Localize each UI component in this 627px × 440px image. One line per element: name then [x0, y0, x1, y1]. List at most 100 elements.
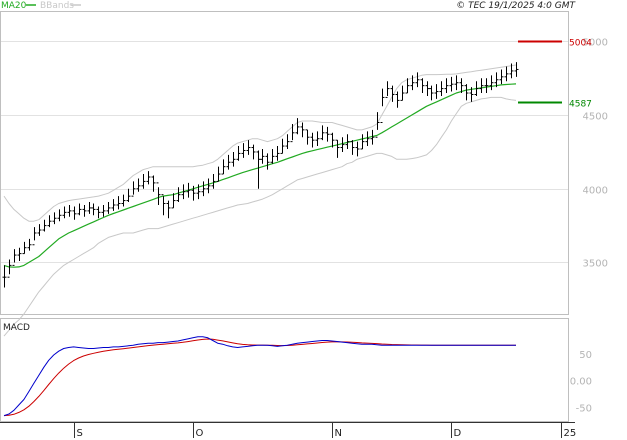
ohlc-bar	[62, 206, 67, 219]
resistance-level-label: 5004	[569, 39, 592, 49]
ohlc-bar	[494, 72, 499, 88]
x-tick-label: D	[454, 428, 462, 439]
ohlc-bar	[270, 149, 275, 164]
ohlc-bar	[365, 131, 370, 147]
ohlc-bar	[52, 212, 57, 225]
ma20-legend-label: MA20	[1, 1, 27, 11]
ohlc-bar	[429, 85, 434, 101]
ohlc-bar	[17, 247, 22, 261]
ohlc-bar	[82, 204, 87, 217]
ohlc-bar	[484, 78, 489, 94]
ohlc-bar	[111, 199, 116, 211]
ohlc-bar	[504, 66, 509, 82]
ohlc-bar	[151, 175, 156, 192]
ohlc-bar	[489, 75, 494, 91]
price-y-axis: 3500 4000 4500 5000	[583, 38, 608, 270]
ohlc-bar	[12, 249, 17, 266]
ohlc-bar	[216, 166, 221, 182]
ohlc-bar	[37, 224, 42, 236]
ohlc-bar	[226, 154, 231, 170]
ohlc-bar	[241, 143, 246, 158]
macd-y-axis: 50 0.00 -50	[570, 350, 592, 415]
ohlc-bar	[449, 76, 454, 92]
ohlc-bar	[400, 85, 405, 101]
ohlc-bar	[390, 85, 395, 102]
ohlc-bar	[2, 265, 7, 288]
ohlc-bar	[459, 78, 464, 94]
ohlc-bar	[469, 87, 474, 102]
ohlc-bar	[211, 174, 216, 189]
ohlc-bar	[7, 259, 12, 278]
copyright-label: © TEC 19/1/2025 4:0 GMT	[456, 1, 576, 11]
ohlc-bar	[191, 185, 196, 201]
macd-y-tick-label: -50	[576, 404, 592, 415]
x-tick-label: 25	[564, 428, 577, 439]
ohlc-bar	[285, 134, 290, 150]
ohlc-bar	[479, 78, 484, 94]
ohlc-bar	[514, 62, 519, 77]
ohlc-bar	[464, 84, 469, 101]
ohlc-bar	[201, 181, 206, 197]
ohlc-bar	[77, 203, 82, 216]
bbands-lower-path	[3, 96, 517, 337]
ohlc-bar	[67, 204, 72, 217]
ohlc-bar	[265, 153, 270, 170]
ohlc-bar	[126, 188, 131, 203]
ohlc-bar	[72, 206, 77, 220]
price-levels: 5004 4587	[518, 39, 592, 110]
ohlc-bar	[221, 159, 226, 175]
ohlc-bar	[380, 88, 385, 123]
ohlc-bar	[415, 72, 420, 88]
bbands-upper-path	[3, 64, 517, 222]
ohlc-bar	[340, 137, 345, 152]
ohlc-bar	[315, 131, 320, 147]
ohlc-bar	[246, 140, 251, 155]
ohlc-bar	[499, 69, 504, 85]
macd-path	[3, 336, 516, 417]
ohlc-bar	[256, 150, 261, 189]
ohlc-bar	[280, 138, 285, 154]
ohlc-bar	[310, 132, 315, 148]
x-tick-label: S	[77, 428, 83, 439]
ohlc-bar	[196, 184, 201, 200]
macd-y-tick-label: 50	[579, 350, 592, 361]
ohlc-bar	[370, 129, 375, 145]
ohlc-bars	[2, 62, 519, 288]
ohlc-bar	[275, 146, 280, 161]
ohlc-bar	[385, 81, 390, 98]
ohlc-bar	[186, 182, 191, 198]
price-y-tick-label: 5000	[583, 38, 608, 49]
bbands-lower-line	[3, 96, 517, 337]
support-level-label: 4587	[569, 100, 592, 110]
ohlc-bar	[166, 200, 171, 219]
ohlc-bar	[206, 178, 211, 194]
ohlc-bar	[300, 122, 305, 138]
ohlc-bar	[330, 132, 335, 148]
ohlc-bar	[96, 206, 101, 219]
ma20-line	[3, 83, 517, 268]
ohlc-bar	[176, 187, 181, 203]
ohlc-bar	[106, 202, 111, 214]
price-y-tick-label: 4000	[583, 186, 608, 197]
price-gridlines	[1, 41, 568, 263]
ohlc-bar	[325, 126, 330, 142]
ohlc-bar	[171, 193, 176, 209]
ohlc-bar	[439, 81, 444, 96]
ohlc-bar	[355, 141, 360, 157]
ohlc-bar	[425, 81, 430, 96]
ohlc-bar	[141, 174, 146, 189]
price-panel-frame	[0, 11, 569, 315]
ohlc-bar	[474, 81, 479, 96]
ohlc-bar	[42, 219, 47, 232]
x-tick-label: N	[335, 428, 342, 439]
bbands-upper-line	[3, 64, 517, 222]
ohlc-bar	[116, 196, 121, 210]
ohlc-bar	[161, 194, 166, 216]
ohlc-bar	[47, 215, 52, 228]
bbands-legend-label: BBands	[40, 1, 74, 11]
macd-y-tick-label: 0.00	[570, 377, 592, 388]
ohlc-bar	[444, 78, 449, 94]
ohlc-bar	[434, 84, 439, 99]
ohlc-bar	[101, 204, 106, 217]
